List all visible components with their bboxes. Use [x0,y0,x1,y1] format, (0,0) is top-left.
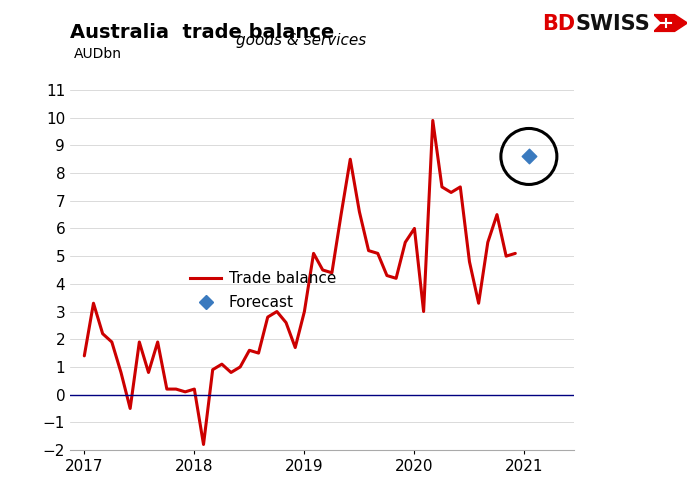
Text: SWISS: SWISS [575,14,650,34]
Text: goods & services: goods & services [236,32,366,48]
Text: BD: BD [542,14,575,34]
Point [524,152,535,160]
Text: AUDbn: AUDbn [74,48,122,62]
Polygon shape [654,14,687,32]
Text: Australia  trade balance: Australia trade balance [70,22,335,42]
Legend: Trade balance, Forecast: Trade balance, Forecast [184,265,342,316]
